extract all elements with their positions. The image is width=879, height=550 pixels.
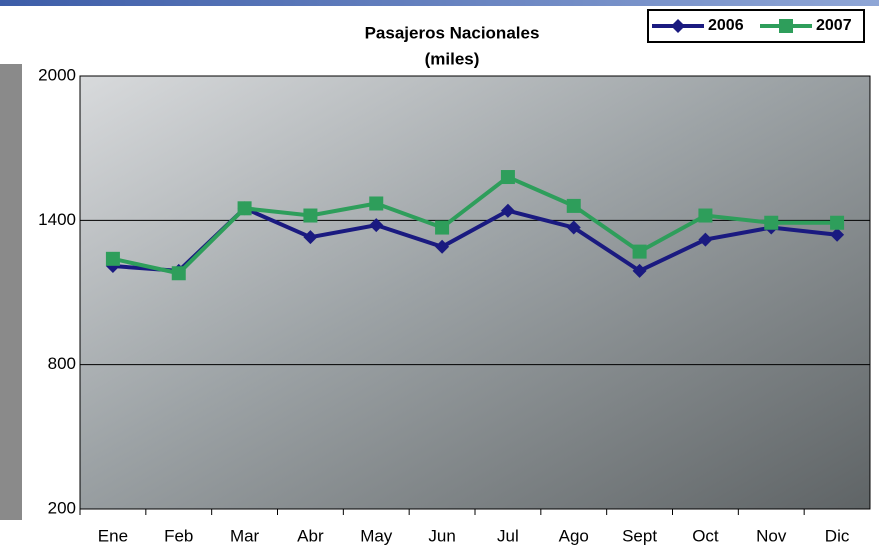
point-marker xyxy=(303,208,318,223)
y-tick-label: 800 xyxy=(48,354,76,373)
x-tick-label: Sept xyxy=(622,526,657,545)
x-tick-label: Abr xyxy=(297,526,324,545)
point-marker xyxy=(566,198,581,213)
point-marker xyxy=(632,263,647,278)
x-tick-label: Nov xyxy=(756,526,787,545)
x-tick-label: Ago xyxy=(559,526,589,545)
x-tick-label: Mar xyxy=(230,526,260,545)
point-marker xyxy=(500,170,515,185)
point-marker xyxy=(500,203,515,218)
top-strip xyxy=(0,0,879,6)
x-tick-label: Oct xyxy=(692,526,719,545)
point-marker xyxy=(764,215,779,230)
legend-marker xyxy=(671,19,685,33)
point-marker xyxy=(435,220,450,235)
point-marker xyxy=(237,201,252,216)
point-marker xyxy=(303,230,318,245)
x-tick-label: May xyxy=(360,526,393,545)
x-tick-label: Jun xyxy=(428,526,455,545)
point-marker xyxy=(830,227,845,242)
y-tick-label: 1400 xyxy=(38,210,76,229)
legend-label: 2006 xyxy=(708,17,744,34)
point-marker xyxy=(369,218,384,233)
legend-marker xyxy=(779,19,793,33)
y-tick-label: 200 xyxy=(48,498,76,517)
x-tick-label: Dic xyxy=(825,526,850,545)
point-marker xyxy=(698,232,713,247)
side-bar xyxy=(0,64,22,520)
point-marker xyxy=(698,208,713,223)
point-marker xyxy=(830,215,845,230)
point-marker xyxy=(566,220,581,235)
chart-title: Pasajeros Nacionales xyxy=(365,23,540,42)
point-marker xyxy=(105,251,120,266)
point-marker xyxy=(632,244,647,259)
series-line xyxy=(112,174,838,276)
x-tick-label: Feb xyxy=(164,526,193,545)
x-tick-label: Ene xyxy=(98,526,128,545)
y-tick-label: 2000 xyxy=(38,65,76,84)
legend-label: 2007 xyxy=(816,17,852,34)
point-marker xyxy=(171,266,186,281)
point-marker xyxy=(435,239,450,254)
plot-background xyxy=(80,76,870,509)
point-marker xyxy=(369,196,384,211)
chart-subtitle: (miles) xyxy=(425,49,480,68)
x-tick-label: Jul xyxy=(497,526,519,545)
